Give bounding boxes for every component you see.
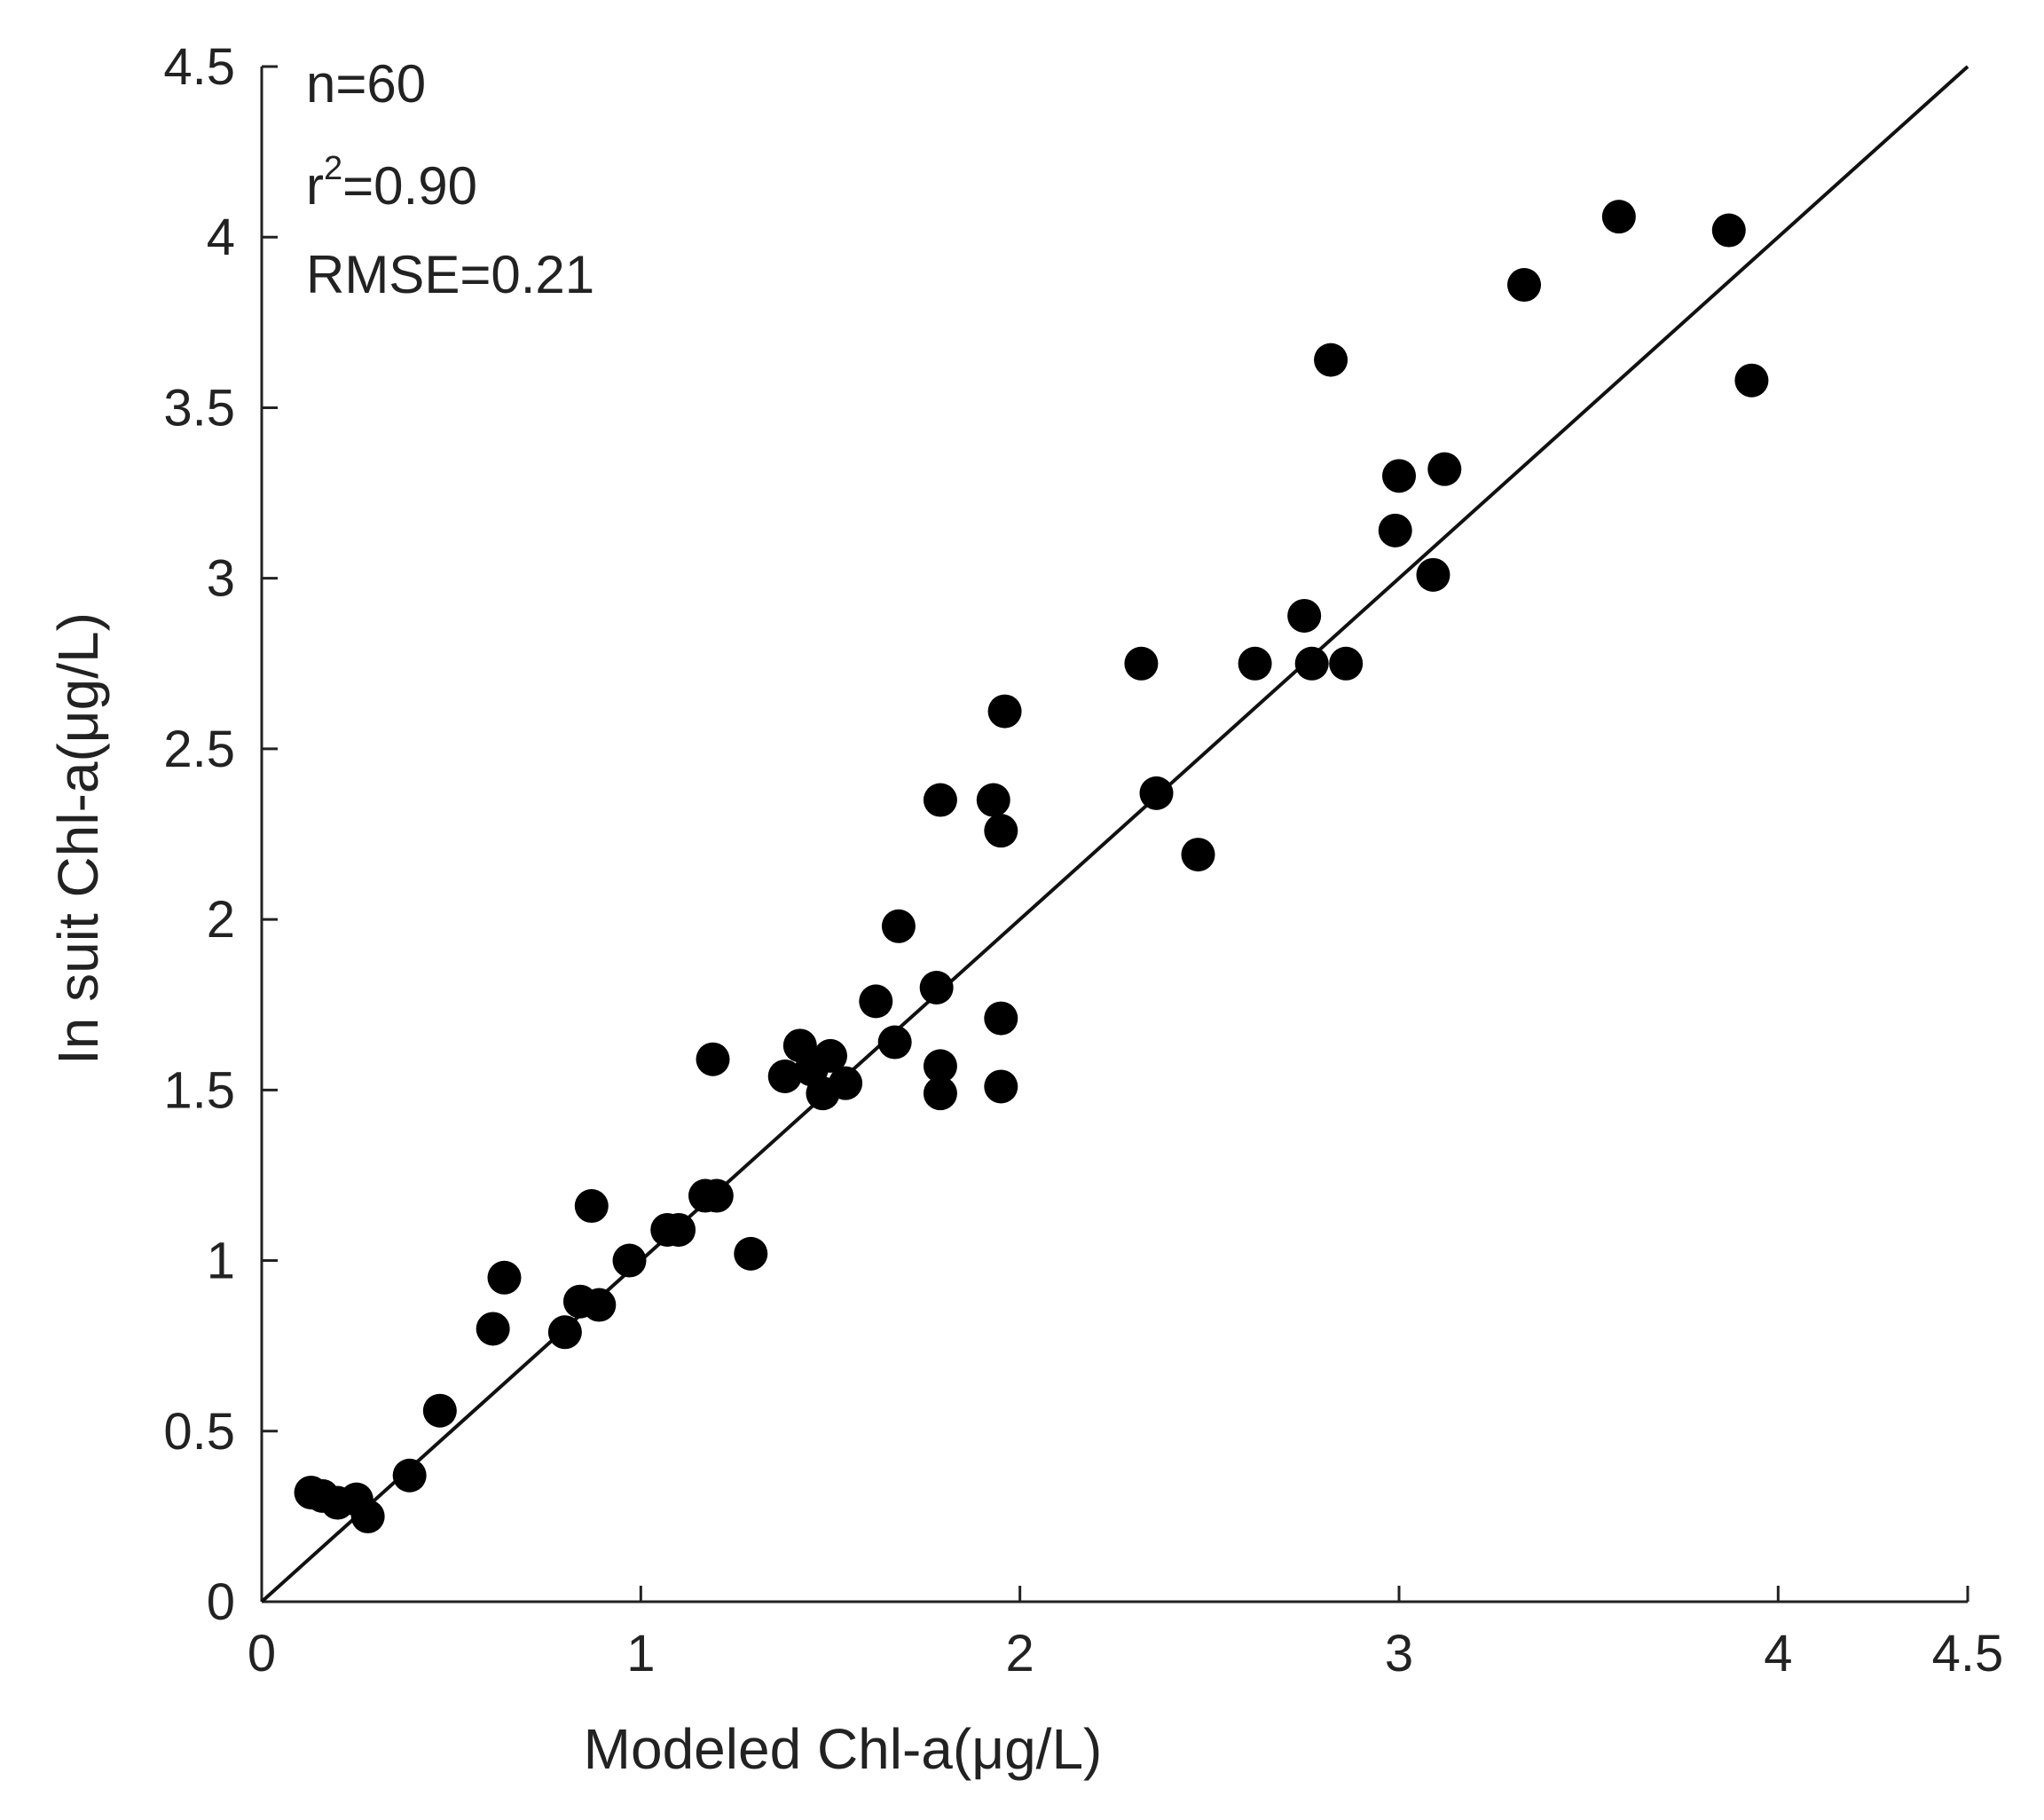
- data-point: [1181, 838, 1215, 872]
- data-point: [612, 1243, 647, 1278]
- fit-line-group: [260, 65, 1969, 1603]
- data-point: [1238, 646, 1272, 681]
- axes: [260, 67, 1968, 1603]
- data-point: [1139, 776, 1174, 810]
- x-axis-title: Modeled Chl-a(μg/L): [584, 1717, 1103, 1781]
- data-point: [1294, 646, 1329, 681]
- y-tick-label: 1.5: [163, 1061, 235, 1119]
- x-tick-label: 4: [1764, 1625, 1792, 1682]
- x-tick-label: 1: [626, 1625, 655, 1682]
- data-point: [392, 1458, 427, 1493]
- data-point: [1329, 646, 1364, 681]
- x-axis-ticks: 0 1 2 3 4 4.5: [248, 1586, 2003, 1682]
- data-point: [487, 1260, 522, 1295]
- data-point: [829, 1066, 863, 1100]
- data-point: [734, 1236, 768, 1271]
- y-tick-label: 0.5: [163, 1403, 235, 1461]
- y-tick-label: 3: [207, 550, 235, 608]
- x-tick-label: 0: [248, 1625, 276, 1682]
- data-point: [1378, 513, 1412, 548]
- data-point: [1287, 598, 1322, 633]
- data-point: [1314, 343, 1348, 377]
- data-point: [987, 694, 1022, 729]
- data-point: [859, 984, 893, 1019]
- data-point: [422, 1393, 457, 1428]
- data-point: [1507, 268, 1542, 303]
- data-point: [1124, 646, 1159, 681]
- y-axis-ticks: 0 0.5 1 1.5 2 2.5 3 3.5 4 4.5: [163, 38, 278, 1631]
- x-tick-label: 2: [1006, 1625, 1034, 1682]
- y-tick-label: 3.5: [163, 379, 235, 437]
- data-point: [574, 1189, 609, 1224]
- data-point: [923, 1076, 957, 1111]
- data-point: [696, 1042, 730, 1076]
- data-point: [814, 1038, 847, 1073]
- y-tick-label: 2.5: [163, 721, 235, 778]
- data-point: [976, 783, 1010, 817]
- data-point: [923, 1049, 957, 1083]
- y-tick-label: 0: [207, 1573, 235, 1631]
- data-point: [1711, 213, 1746, 248]
- data-point: [881, 909, 916, 943]
- data-points: [294, 200, 1769, 1533]
- data-point: [476, 1312, 510, 1346]
- y-tick-label: 4.5: [163, 38, 235, 96]
- data-point: [877, 1025, 912, 1060]
- data-point: [919, 971, 954, 1005]
- data-point: [767, 1059, 802, 1093]
- annotation-r2-value: =0.90: [342, 156, 477, 216]
- data-point: [699, 1178, 734, 1213]
- annotation-r2-base: r: [306, 156, 324, 216]
- x-tick-label: 3: [1385, 1625, 1413, 1682]
- data-point: [582, 1288, 617, 1322]
- annotation-r2: r2=0.90: [306, 150, 477, 216]
- data-point: [1734, 363, 1769, 398]
- data-point: [984, 1001, 1018, 1036]
- data-point: [984, 1069, 1018, 1104]
- data-point: [984, 814, 1018, 848]
- data-point: [1601, 200, 1636, 234]
- data-point: [1427, 452, 1462, 486]
- y-tick-label: 1: [207, 1233, 235, 1290]
- y-tick-label: 2: [207, 891, 235, 949]
- data-point: [1416, 557, 1450, 592]
- annotation-n: n=60: [306, 54, 426, 114]
- data-point: [547, 1315, 582, 1350]
- fit-line: [260, 65, 1969, 1603]
- data-point: [662, 1212, 696, 1247]
- y-tick-label: 4: [207, 209, 235, 266]
- annotation-r2-sup: 2: [324, 150, 342, 187]
- y-axis-title: In suit Chl-a(μg/L): [46, 612, 110, 1065]
- x-tick-label: 4.5: [1932, 1625, 2004, 1682]
- annotation-rmse: RMSE=0.21: [306, 245, 594, 304]
- data-point: [1382, 459, 1416, 493]
- data-point: [350, 1499, 385, 1533]
- data-point: [923, 783, 957, 817]
